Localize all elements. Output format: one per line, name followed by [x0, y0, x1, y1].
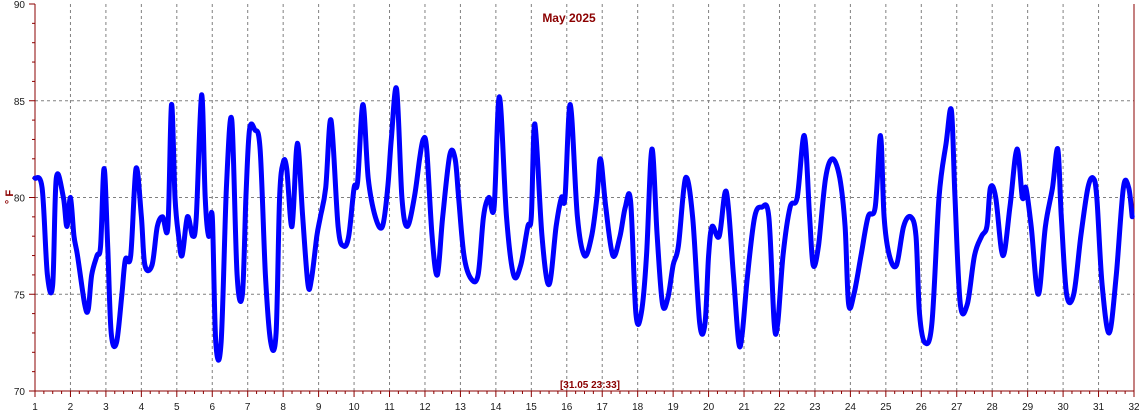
x-tick-label: 28 — [987, 402, 999, 413]
x-tick-label: 5 — [174, 402, 180, 413]
x-tick-label: 21 — [738, 402, 750, 413]
tick-labels: 1 2 3 4 5 6 7 8 9 10 11 12 13 14 15 16 17 18 19 20 21 22 23 24 2… — [14, 0, 1139, 413]
x-tick-label: 11 — [384, 402, 395, 413]
x-tick-label: 7 — [245, 402, 251, 413]
x-tick-label: 31 — [1093, 402, 1105, 413]
x-tick-label: 30 — [1058, 402, 1070, 413]
series-layer — [32, 85, 1135, 363]
x-tick-label: 22 — [774, 402, 786, 413]
x-tick-label: 4 — [139, 402, 145, 413]
x-tick-label: 16 — [561, 402, 573, 413]
x-tick-label: 15 — [526, 402, 538, 413]
y-axis-label: ° F — [4, 190, 16, 204]
x-tick-label: 25 — [880, 402, 892, 413]
timestamp-label: [31.05 23:33] — [560, 380, 620, 391]
x-tick-label: 13 — [455, 402, 467, 413]
x-tick-label: 29 — [1022, 402, 1034, 413]
y-tick-label: 75 — [14, 290, 26, 301]
x-tick-label: 26 — [916, 402, 928, 413]
x-tick-label: 12 — [419, 402, 431, 413]
x-tick-label: 1 — [32, 402, 38, 413]
x-tick-label: 6 — [209, 402, 215, 413]
grid-lines — [35, 4, 1134, 391]
x-tick-label: 19 — [668, 402, 680, 413]
x-tick-label: 32 — [1128, 402, 1139, 413]
x-tick-label: 14 — [490, 402, 502, 413]
temperature-series-line — [32, 85, 1135, 363]
x-tick-label: 23 — [809, 402, 821, 413]
x-tick-label: 18 — [632, 402, 644, 413]
y-tick-label: 80 — [14, 194, 26, 205]
x-tick-label: 8 — [280, 402, 286, 413]
y-tick-label: 70 — [14, 387, 26, 398]
y-tick-label: 85 — [14, 97, 26, 108]
x-tick-label: 20 — [703, 402, 715, 413]
x-tick-label: 10 — [349, 402, 361, 413]
x-tick-label: 2 — [68, 402, 74, 413]
tick-marks — [29, 3, 1135, 397]
chart-title: May 2025 — [542, 11, 596, 25]
x-tick-label: 17 — [597, 402, 609, 413]
x-tick-label: 9 — [316, 402, 322, 413]
x-tick-label: 3 — [103, 402, 109, 413]
x-tick-label: 24 — [845, 402, 857, 413]
y-tick-label: 90 — [14, 0, 26, 11]
x-tick-label: 27 — [951, 402, 963, 413]
